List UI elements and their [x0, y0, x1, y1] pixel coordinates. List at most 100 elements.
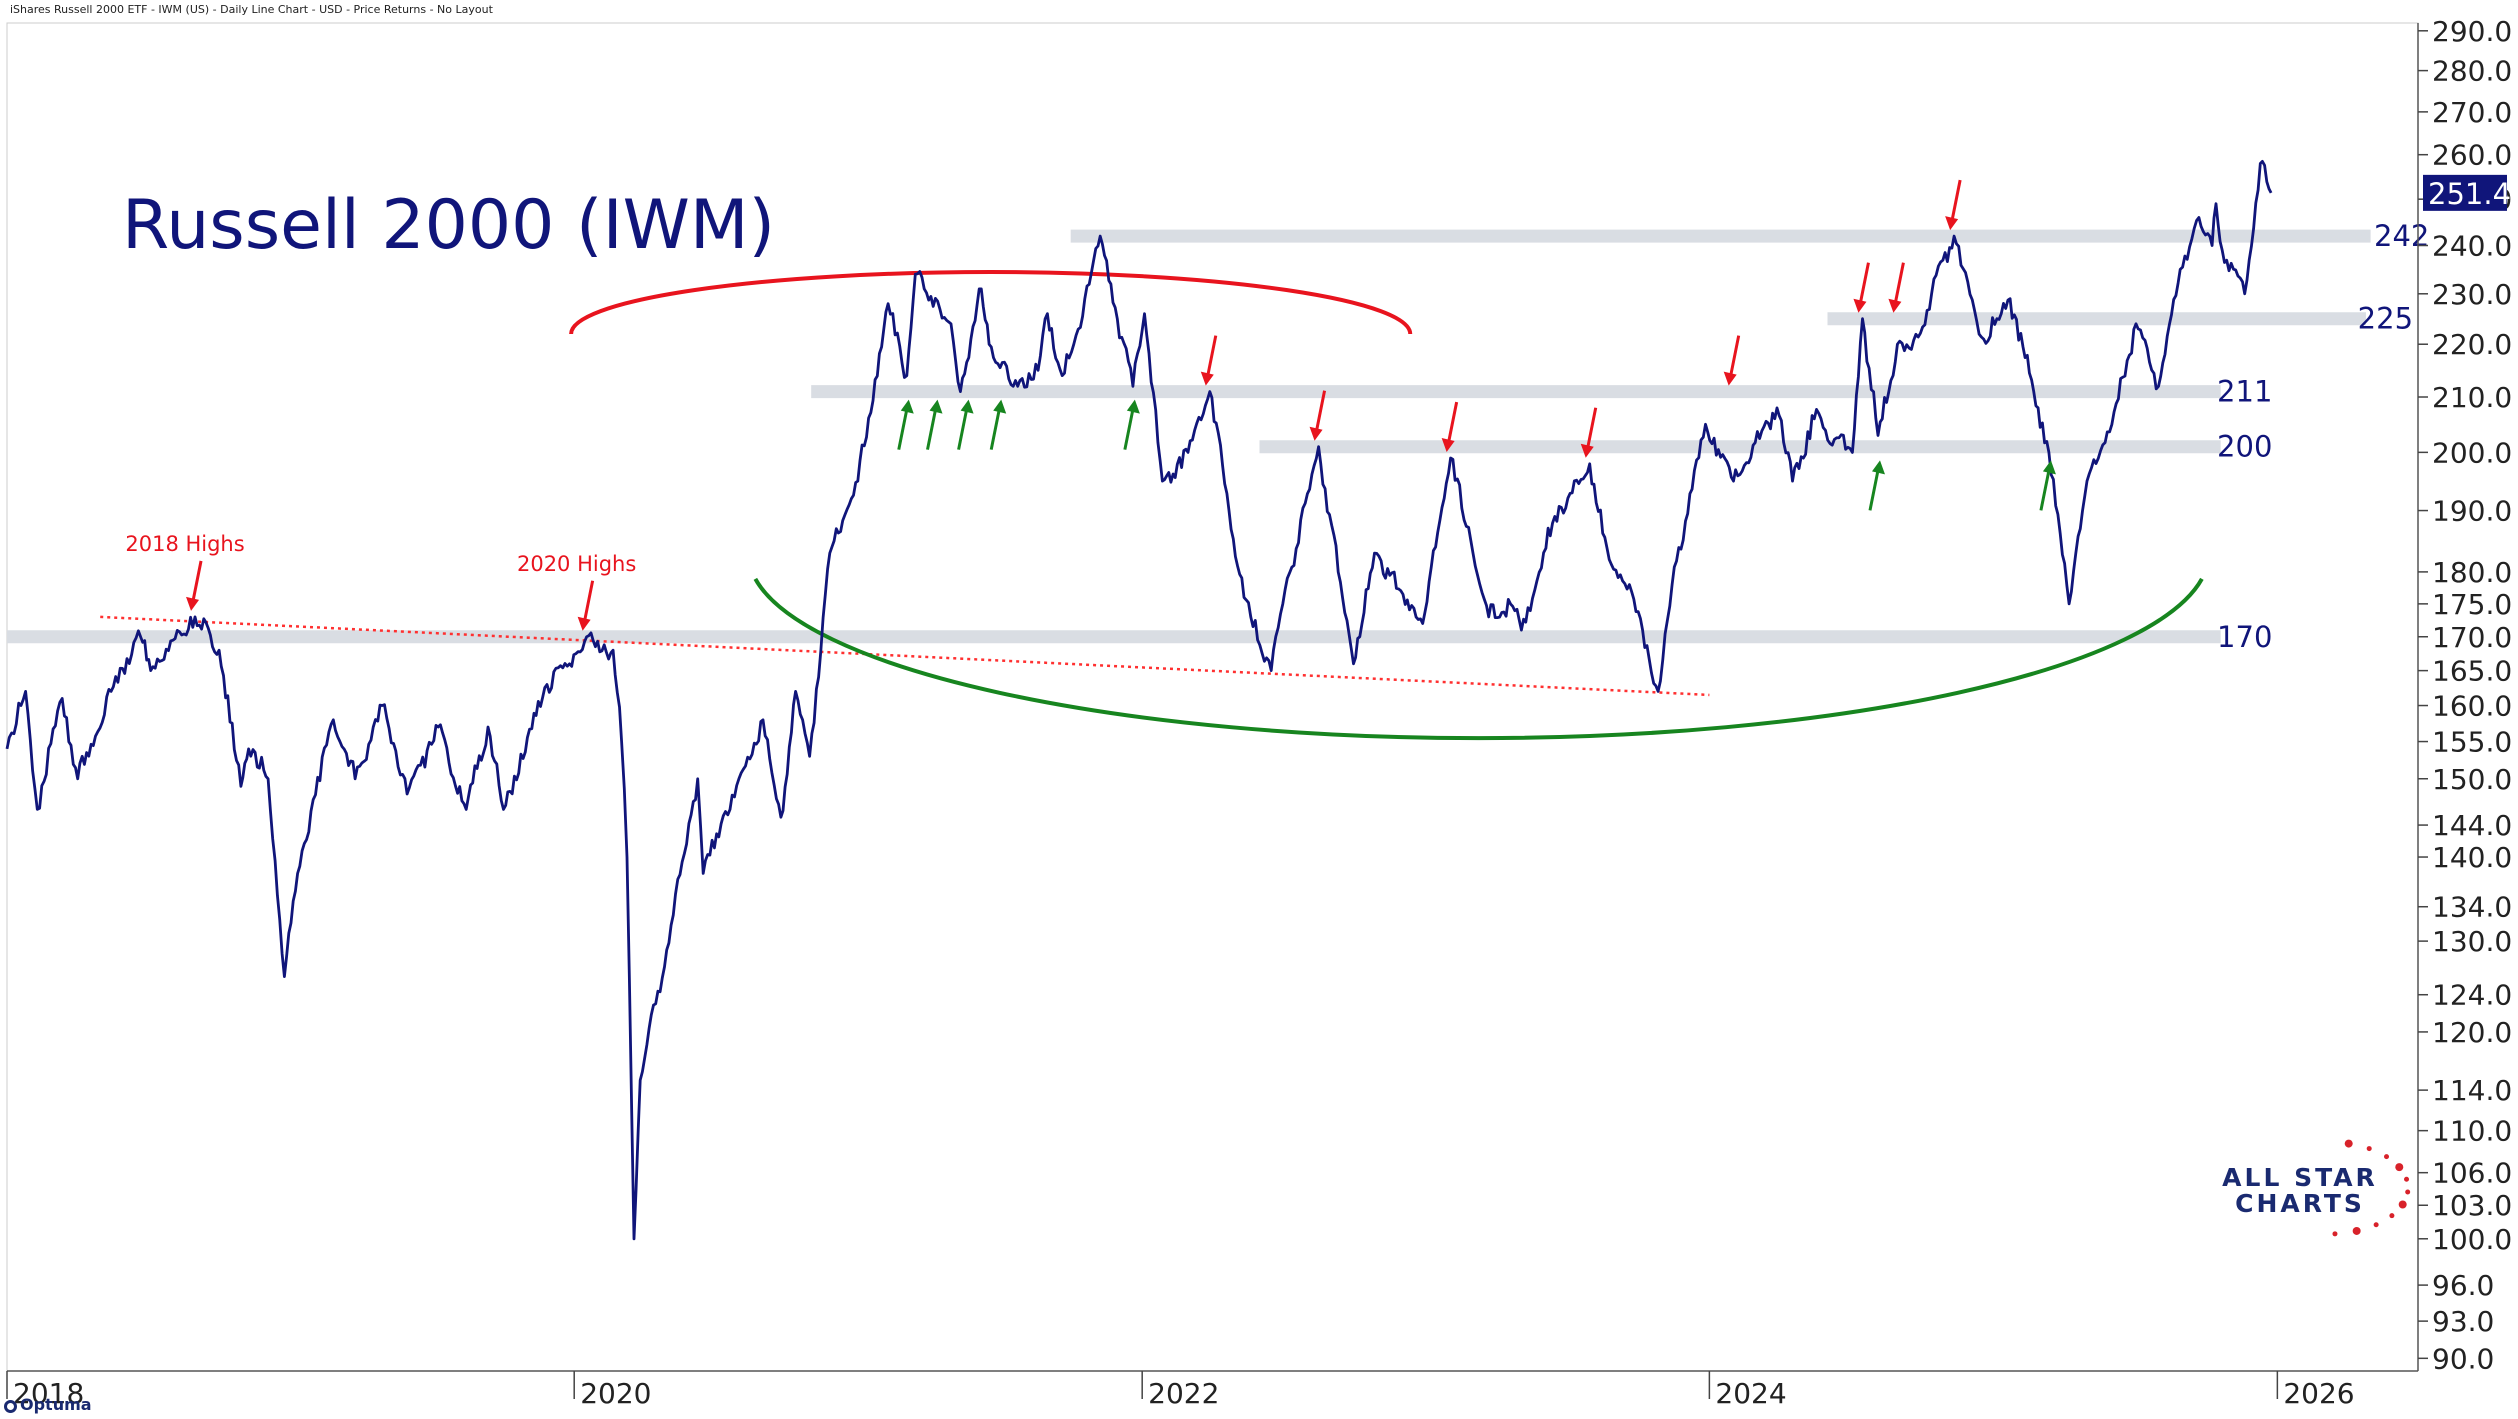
green-arrow-1-shaft: [926, 409, 937, 450]
last-value-box: [2423, 174, 2507, 211]
optuma-label: Optuma: [20, 1395, 92, 1414]
red-arrow-1-shaft: [1315, 390, 1327, 431]
x-tick-label-2: 2022: [1148, 1377, 1219, 1410]
y-tick-label-1: 93.0: [2432, 1305, 2494, 1338]
logo-line1: ALL STAR: [2222, 1163, 2378, 1192]
green-arrow-6: [2039, 460, 2056, 511]
red-arrow-3-shaft: [1586, 407, 1598, 449]
y-tick-label-9: 124.0: [2432, 979, 2512, 1012]
green-arrow-4-head: [1126, 399, 1140, 414]
y-tick-label-19: 175.0: [2432, 588, 2512, 621]
y-tick-label-6: 110.0: [2432, 1115, 2512, 1148]
y-tick-label-24: 220.0: [2432, 328, 2512, 361]
y-tick-label-18: 170.0: [2432, 621, 2512, 654]
red-arrow-3-head: [1580, 443, 1594, 458]
green-arrow-1-head: [929, 399, 943, 414]
y-tick-label-20: 180.0: [2432, 556, 2512, 589]
red-arrow-6-shaft: [1893, 262, 1905, 304]
red-arrow-4-shaft: [1729, 335, 1741, 376]
red-arrow-5: [1853, 262, 1870, 313]
logo-star-6: [2398, 1200, 2407, 1209]
y-tick-label-22: 200.0: [2432, 436, 2512, 469]
annotation-arrow-1-head: [577, 616, 591, 631]
red-arrow-2-shaft: [1447, 401, 1459, 443]
annotation-label-0: 2018 Highs: [125, 532, 244, 556]
red-arrow-7-head: [1945, 216, 1959, 231]
annotation-arrow-1: [577, 580, 595, 631]
red-arrow-2-head: [1441, 438, 1455, 453]
green-arrow-4: [1123, 399, 1140, 450]
logo-star-4: [2404, 1176, 2410, 1182]
logo-star-3: [2395, 1163, 2404, 1172]
green-arrow-5: [1868, 460, 1885, 511]
y-tick-label-8: 120.0: [2432, 1016, 2512, 1049]
y-tick-label-11: 134.0: [2432, 891, 2512, 924]
annotation-arrow-1-shaft: [583, 580, 595, 622]
red-arrow-1-head: [1309, 426, 1323, 441]
y-tick-label-12: 140.0: [2432, 841, 2512, 874]
green-arrow-2: [957, 399, 974, 450]
y-tick-label-30: 280.0: [2432, 55, 2512, 88]
last-value-label: 251.4: [2428, 177, 2511, 211]
y-tick-label-3: 100.0: [2432, 1223, 2512, 1256]
red-arrow-7-shaft: [1950, 179, 1962, 221]
all-star-charts-logo: ALL STAR CHARTS: [2222, 1139, 2411, 1237]
arc-green: [753, 577, 2204, 741]
green-arrow-5-head: [1871, 460, 1885, 475]
arc-red: [569, 270, 1413, 335]
green-arrow-6-shaft: [2039, 470, 2051, 511]
logo-star-0: [2344, 1139, 2353, 1148]
annotation-label-1: 2020 Highs: [517, 552, 636, 576]
support-level-label-4: 170: [2217, 620, 2272, 654]
red-arrow-5-head: [1853, 298, 1867, 313]
logo-star-1: [2366, 1146, 2372, 1152]
optuma-icon: [4, 1400, 17, 1413]
trendline: [100, 615, 1710, 697]
logo-star-8: [2373, 1222, 2379, 1228]
green-arrow-3-head: [993, 399, 1007, 414]
support-level-label-0: 242: [2374, 219, 2429, 253]
y-tick-label-14: 150.0: [2432, 763, 2512, 796]
annotation-arrow-0: [186, 560, 203, 611]
red-arrow-1: [1309, 390, 1327, 441]
x-tick-label-3: 2024: [1715, 1377, 1786, 1410]
chart-title: Russell 2000 (IWM): [122, 186, 775, 265]
y-tick-label-31: 290.0: [2432, 15, 2512, 48]
green-arrow-6-head: [2042, 460, 2056, 475]
chart-header: iShares Russell 2000 ETF - IWM (US) - Da…: [10, 3, 493, 16]
x-tick-label-4: 2026: [2283, 1377, 2354, 1410]
logo-star-7: [2389, 1213, 2395, 1219]
green-arrow-5-shaft: [1868, 470, 1880, 511]
red-arrow-7: [1945, 179, 1962, 231]
x-tick-label-1: 2020: [580, 1377, 651, 1410]
y-tick-label-25: 230.0: [2432, 278, 2512, 311]
logo-star-10: [2332, 1231, 2338, 1237]
support-level-label-1: 225: [2358, 302, 2413, 336]
logo-star-9: [2352, 1226, 2361, 1235]
red-arrow-4: [1723, 335, 1741, 386]
y-tick-label-16: 160.0: [2432, 690, 2512, 723]
price-line: [5, 160, 2273, 1241]
y-tick-label-0: 90.0: [2432, 1342, 2494, 1375]
red-arrow-0-shaft: [1206, 335, 1218, 376]
optuma-brand: Optuma: [4, 1395, 92, 1414]
logo-star-5: [2405, 1189, 2411, 1195]
x-tick-label-0: 2018: [13, 1377, 84, 1410]
y-tick-label-5: 106.0: [2432, 1157, 2512, 1190]
y-tick-label-7: 114.0: [2432, 1074, 2512, 1107]
support-level-label-3: 200: [2217, 430, 2272, 464]
green-arrow-0-shaft: [897, 409, 909, 450]
red-arrow-6-head: [1888, 298, 1902, 313]
red-arrow-6: [1888, 262, 1905, 313]
y-tick-label-2: 96.0: [2432, 1269, 2494, 1302]
logo-star-2: [2384, 1154, 2390, 1160]
green-arrow-2-head: [960, 399, 974, 414]
y-tick-label-17: 165.0: [2432, 655, 2512, 688]
green-arrow-0: [897, 399, 914, 450]
green-arrow-2-shaft: [957, 409, 969, 450]
green-arrow-0-head: [900, 399, 914, 414]
y-tick-label-29: 270.0: [2432, 96, 2512, 129]
green-arrow-4-shaft: [1123, 409, 1135, 450]
y-tick-label-23: 210.0: [2432, 381, 2512, 414]
